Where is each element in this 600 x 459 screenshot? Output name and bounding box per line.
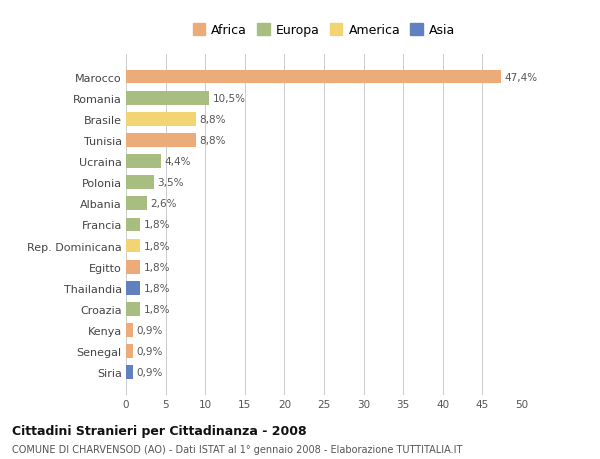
Text: 1,8%: 1,8% [143, 283, 170, 293]
Bar [126, 260, 140, 274]
Text: 2,6%: 2,6% [150, 199, 176, 209]
Bar [126, 345, 133, 358]
Text: COMUNE DI CHARVENSOD (AO) - Dati ISTAT al 1° gennaio 2008 - Elaborazione TUTTITA: COMUNE DI CHARVENSOD (AO) - Dati ISTAT a… [12, 444, 463, 454]
Text: 3,5%: 3,5% [157, 178, 184, 188]
Text: 1,8%: 1,8% [143, 241, 170, 251]
Bar [126, 112, 196, 126]
Bar [126, 71, 502, 84]
Text: 0,9%: 0,9% [136, 347, 163, 356]
Text: 1,8%: 1,8% [143, 220, 170, 230]
Bar [126, 302, 140, 316]
Text: 8,8%: 8,8% [199, 135, 226, 146]
Text: 47,4%: 47,4% [505, 73, 538, 82]
Text: 4,4%: 4,4% [164, 157, 191, 167]
Bar [126, 366, 133, 379]
Text: 1,8%: 1,8% [143, 262, 170, 272]
Text: 8,8%: 8,8% [199, 115, 226, 124]
Text: 0,9%: 0,9% [136, 368, 163, 377]
Text: 1,8%: 1,8% [143, 304, 170, 314]
Bar [126, 92, 209, 105]
Bar [126, 324, 133, 337]
Bar [126, 239, 140, 253]
Text: Cittadini Stranieri per Cittadinanza - 2008: Cittadini Stranieri per Cittadinanza - 2… [12, 424, 307, 437]
Text: 0,9%: 0,9% [136, 325, 163, 335]
Bar [126, 155, 161, 168]
Text: 10,5%: 10,5% [212, 94, 245, 103]
Legend: Africa, Europa, America, Asia: Africa, Europa, America, Asia [189, 21, 459, 41]
Bar [126, 281, 140, 295]
Bar [126, 176, 154, 190]
Bar [126, 218, 140, 232]
Bar [126, 197, 146, 211]
Bar [126, 134, 196, 147]
